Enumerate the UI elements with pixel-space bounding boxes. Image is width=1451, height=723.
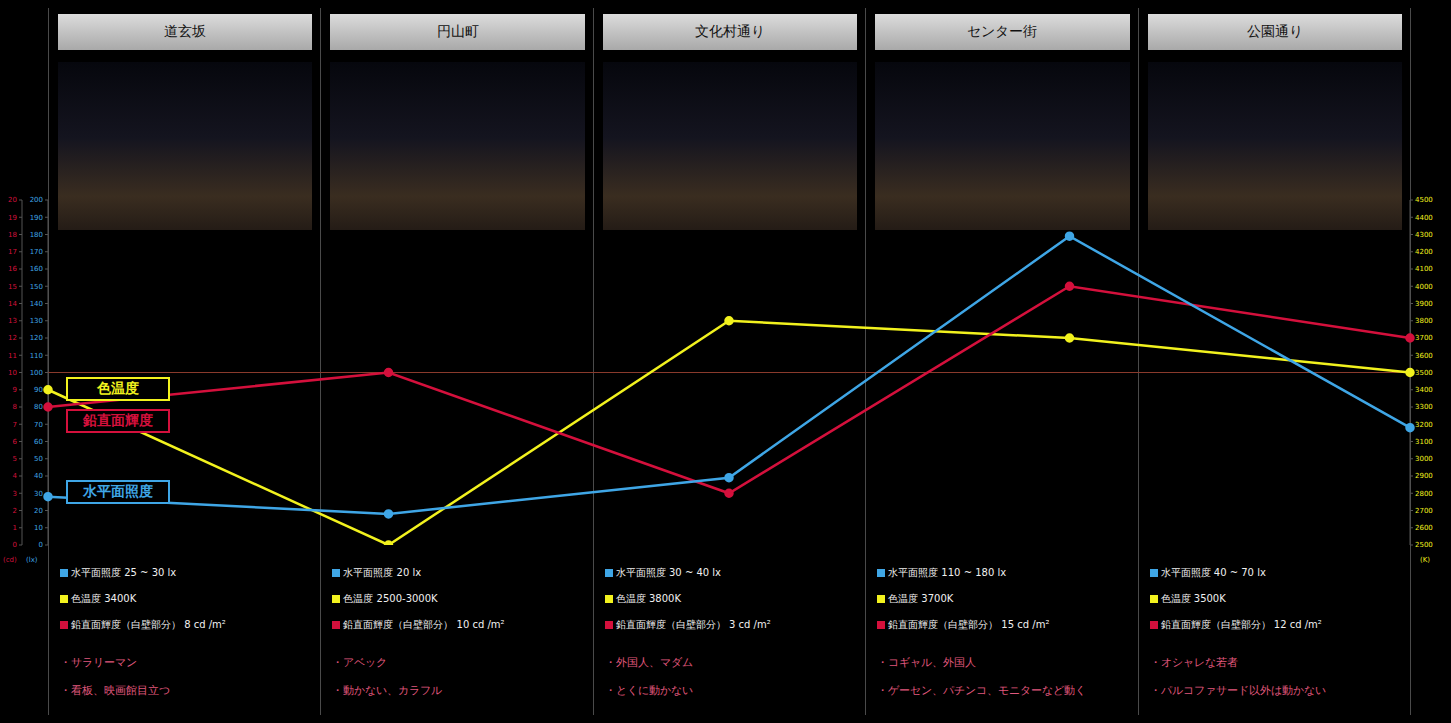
svg-text:4300: 4300 (1415, 231, 1433, 239)
svg-text:19: 19 (8, 214, 17, 222)
svg-text:4500: 4500 (1415, 196, 1433, 204)
svg-text:2700: 2700 (1415, 507, 1433, 515)
svg-text:3300: 3300 (1415, 403, 1433, 411)
svg-text:3200: 3200 (1415, 421, 1433, 429)
svg-text:170: 170 (30, 248, 43, 256)
html-text:色温度 3700K: 色温度 3700K (888, 593, 954, 604)
svg-text:5: 5 (13, 455, 17, 463)
html-text:色温度 3500K: 色温度 3500K (1160, 593, 1226, 604)
svg-text:4100: 4100 (1415, 265, 1433, 273)
svg-text:180: 180 (30, 231, 43, 239)
svg-text:13: 13 (8, 317, 17, 325)
svg-text:9: 9 (13, 386, 17, 394)
html-text:鉛直面輝度（白壁部分） 8 cd /m²: 鉛直面輝度（白壁部分） 8 cd /m² (71, 619, 226, 630)
html-text:・ゲーセン、パチンコ、モニターなど動く: ・ゲーセン、パチンコ、モニターなど動く (877, 684, 1087, 697)
svg-text:3: 3 (13, 490, 17, 498)
svg-text:3800: 3800 (1415, 317, 1433, 325)
html-text:円山町: 円山町 (436, 23, 479, 39)
svg-text:3900: 3900 (1415, 300, 1433, 308)
svg-text:4200: 4200 (1415, 248, 1433, 256)
html-text:鉛直面輝度（白壁部分） 12 cd /m²: 鉛直面輝度（白壁部分） 12 cd /m² (1160, 619, 1322, 630)
html-text:・アベック: ・アベック (332, 656, 388, 669)
html-text:文化村通り: 文化村通り (695, 23, 765, 39)
html-text:鉛直面輝度: 鉛直面輝度 (83, 412, 153, 428)
html-text:・看板、映画館目立つ: ・看板、映画館目立つ (60, 684, 170, 697)
html-text:色温度 3400K: 色温度 3400K (71, 593, 137, 604)
svg-text:3700: 3700 (1415, 334, 1433, 342)
svg-text:70: 70 (34, 421, 43, 429)
svg-text:100: 100 (30, 369, 43, 377)
svg-text:11: 11 (8, 352, 17, 360)
html-text:センター街: センター街 (967, 23, 1038, 39)
svg-text:1: 1 (13, 524, 17, 532)
html-text:・パルコファサード以外は動かない: ・パルコファサード以外は動かない (1149, 684, 1326, 697)
svg-text:2500: 2500 (1415, 541, 1433, 549)
svg-text:190: 190 (30, 214, 43, 222)
svg-text:14: 14 (8, 300, 17, 308)
html-text:鉛直面輝度（白壁部分） 15 cd /m²: 鉛直面輝度（白壁部分） 15 cd /m² (888, 619, 1050, 630)
svg-text:10: 10 (34, 524, 43, 532)
svg-text:6: 6 (13, 438, 18, 446)
html-text:・外国人、マダム: ・外国人、マダム (604, 656, 693, 669)
html-text:(K): (K) (1420, 556, 1431, 564)
svg-text:2800: 2800 (1415, 490, 1433, 498)
html-text:・動かない、カラフル: ・動かない、カラフル (332, 684, 443, 697)
svg-text:200: 200 (30, 196, 43, 204)
svg-text:30: 30 (34, 490, 43, 498)
html-text:・コギャル、外国人: ・コギャル、外国人 (877, 656, 977, 669)
svg-text:12: 12 (8, 334, 17, 342)
html-text:色温度: 色温度 (97, 380, 139, 396)
html-text:色温度 3800K: 色温度 3800K (615, 593, 681, 604)
svg-text:80: 80 (34, 403, 43, 411)
svg-text:160: 160 (30, 265, 43, 273)
html-text:鉛直面輝度（白壁部分） 3 cd /m²: 鉛直面輝度（白壁部分） 3 cd /m² (615, 619, 771, 630)
svg-text:130: 130 (30, 317, 43, 325)
svg-text:8: 8 (13, 403, 17, 411)
html-text:(lx): (lx) (26, 556, 38, 564)
svg-text:17: 17 (8, 248, 17, 256)
svg-text:0: 0 (39, 541, 43, 549)
svg-text:2: 2 (13, 507, 17, 515)
svg-text:4400: 4400 (1415, 214, 1433, 222)
svg-text:3400: 3400 (1415, 386, 1433, 394)
svg-text:16: 16 (8, 265, 17, 273)
svg-text:110: 110 (30, 352, 43, 360)
svg-text:2900: 2900 (1415, 472, 1433, 480)
svg-text:140: 140 (30, 300, 43, 308)
html-text:鉛直面輝度（白壁部分） 10 cd /m²: 鉛直面輝度（白壁部分） 10 cd /m² (343, 619, 505, 630)
html-text:水平面照度: 水平面照度 (83, 483, 153, 499)
svg-text:18: 18 (8, 231, 17, 239)
html-text:・とくに動かない: ・とくに動かない (604, 684, 693, 697)
svg-text:10: 10 (8, 369, 17, 377)
html-text:水平面照度 20 lx: 水平面照度 20 lx (343, 567, 422, 578)
html-text:水平面照度 110 ~ 180 lx: 水平面照度 110 ~ 180 lx (888, 567, 1007, 578)
svg-text:40: 40 (34, 472, 43, 480)
svg-text:50: 50 (34, 455, 43, 463)
svg-text:2600: 2600 (1415, 524, 1433, 532)
svg-text:20: 20 (34, 507, 43, 515)
html-text:(cd): (cd) (3, 556, 17, 564)
html-text:道玄坂: 道玄坂 (164, 23, 207, 39)
svg-text:90: 90 (34, 386, 43, 394)
svg-text:7: 7 (13, 421, 17, 429)
html-text:・サラリーマン: ・サラリーマン (60, 656, 137, 669)
svg-text:3100: 3100 (1415, 438, 1433, 446)
svg-text:4000: 4000 (1415, 283, 1433, 291)
html-text:水平面照度 30 ~ 40 lx: 水平面照度 30 ~ 40 lx (615, 567, 721, 578)
svg-text:20: 20 (8, 196, 17, 204)
html-text:水平面照度 25 ~ 30 lx: 水平面照度 25 ~ 30 lx (71, 567, 177, 578)
svg-text:120: 120 (30, 334, 43, 342)
svg-text:60: 60 (34, 438, 43, 446)
svg-text:150: 150 (30, 283, 43, 291)
html-text:公園通り: 公園通り (1246, 23, 1303, 39)
svg-text:3500: 3500 (1415, 369, 1433, 377)
svg-text:3000: 3000 (1415, 455, 1433, 463)
svg-text:3600: 3600 (1415, 352, 1433, 360)
svg-text:4: 4 (13, 472, 18, 480)
html-text:色温度 2500-3000K: 色温度 2500-3000K (343, 593, 438, 604)
html-text:水平面照度 40 ~ 70 lx: 水平面照度 40 ~ 70 lx (1160, 567, 1266, 578)
html-text:・オシャレな若者: ・オシャレな若者 (1149, 656, 1238, 669)
svg-text:0: 0 (13, 541, 17, 549)
svg-text:15: 15 (8, 283, 17, 291)
